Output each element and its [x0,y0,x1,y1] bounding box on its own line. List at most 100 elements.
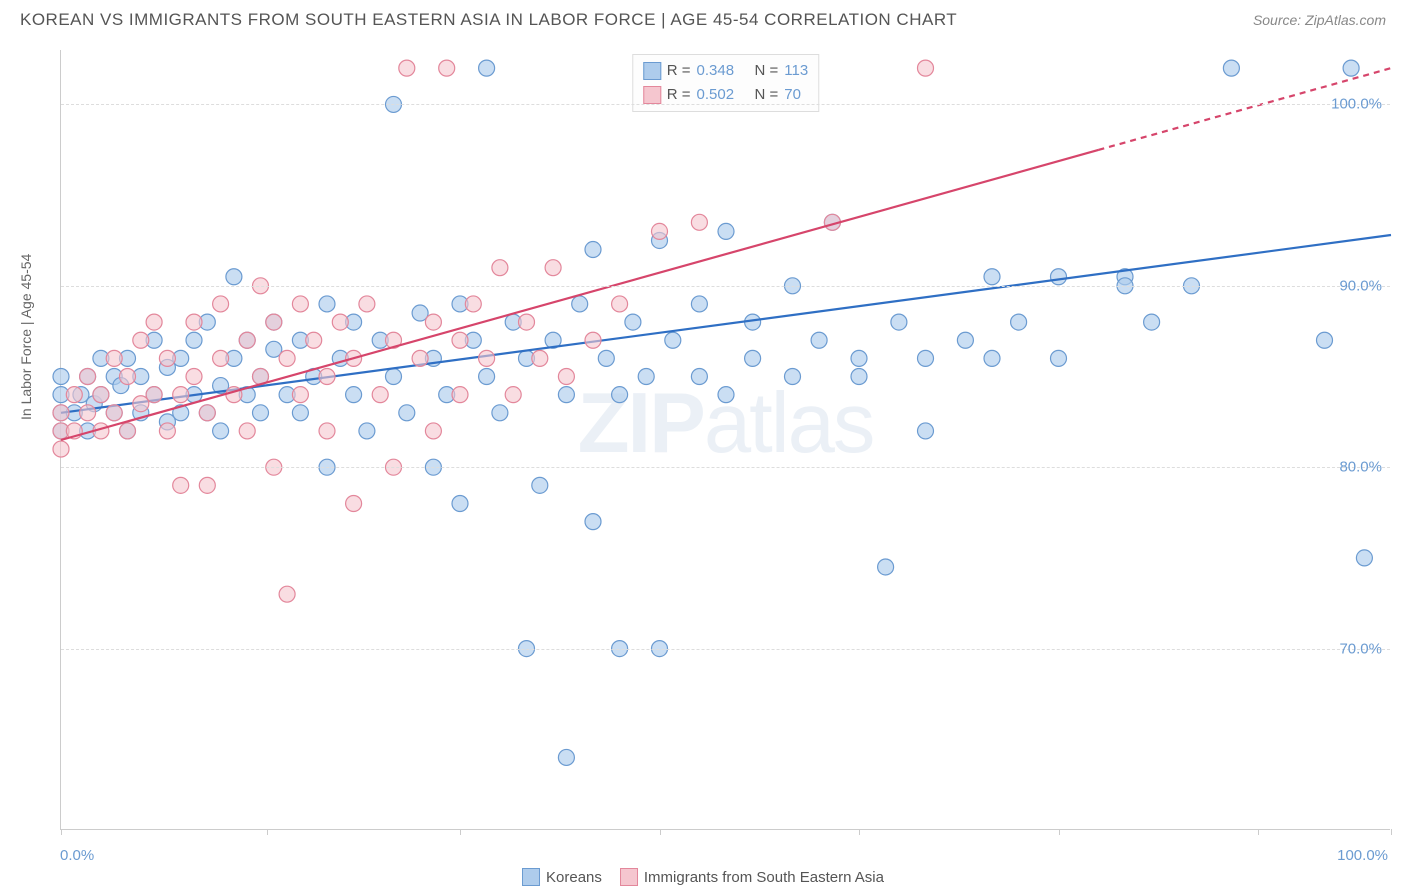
data-point [691,214,707,230]
x-tick [1391,829,1392,835]
data-point [918,60,934,76]
data-point [918,423,934,439]
y-tick-label: 70.0% [1339,640,1382,657]
data-point [1223,60,1239,76]
gridline [61,286,1390,287]
data-point [213,423,229,439]
data-point [638,369,654,385]
data-point [532,477,548,493]
data-point [452,332,468,348]
data-point [53,369,69,385]
data-point [186,332,202,348]
data-point [452,495,468,511]
data-point [957,332,973,348]
legend-r-label: R = [667,59,691,83]
data-point [718,223,734,239]
data-point [1011,314,1027,330]
legend-swatch [643,86,661,104]
data-point [1051,350,1067,366]
data-point [612,387,628,403]
legend-n-value: 113 [784,59,808,83]
chart-header: KOREAN VS IMMIGRANTS FROM SOUTH EASTERN … [0,0,1406,38]
data-point [292,405,308,421]
gridline [61,649,1390,650]
data-point [120,369,136,385]
data-point [1144,314,1160,330]
data-point [412,350,428,366]
data-point [691,296,707,312]
data-point [532,350,548,366]
data-point [306,332,322,348]
correlation-legend: R =0.348N =113R =0.502N =70 [632,54,819,112]
legend-r-label: R = [667,83,691,107]
data-point [572,296,588,312]
data-point [492,405,508,421]
data-point [1317,332,1333,348]
data-point [359,296,375,312]
x-tick [61,829,62,835]
data-point [545,260,561,276]
y-tick-label: 80.0% [1339,459,1382,476]
data-point [918,350,934,366]
data-point [891,314,907,330]
y-tick-label: 90.0% [1339,277,1382,294]
legend-r-value: 0.502 [697,83,749,107]
x-tick [267,829,268,835]
data-point [292,296,308,312]
chart-source: Source: ZipAtlas.com [1253,12,1386,28]
data-point [558,387,574,403]
data-point [159,423,175,439]
legend-item: Koreans [522,868,602,886]
data-point [425,423,441,439]
gridline [61,104,1390,105]
data-point [186,314,202,330]
legend-swatch [522,868,540,886]
data-point [53,441,69,457]
data-point [652,223,668,239]
data-point [452,387,468,403]
scatter-plot-svg [61,50,1390,829]
legend-label: Koreans [546,869,602,886]
data-point [558,369,574,385]
data-point [598,350,614,366]
data-point [399,405,415,421]
data-point [239,332,255,348]
legend-item: Immigrants from South Eastern Asia [620,868,884,886]
data-point [346,387,362,403]
data-point [66,387,82,403]
data-point [878,559,894,575]
data-point [492,260,508,276]
data-point [279,350,295,366]
data-point [159,350,175,366]
data-point [292,387,308,403]
data-point [359,423,375,439]
data-point [173,387,189,403]
data-point [199,405,215,421]
data-point [585,514,601,530]
legend-n-value: 70 [784,83,801,107]
data-point [465,296,481,312]
data-point [332,314,348,330]
data-point [93,387,109,403]
legend-r-value: 0.348 [697,59,749,83]
data-point [106,350,122,366]
data-point [120,423,136,439]
data-point [851,369,867,385]
data-point [106,405,122,421]
y-tick-label: 100.0% [1331,96,1382,113]
data-point [785,369,801,385]
chart-title: KOREAN VS IMMIGRANTS FROM SOUTH EASTERN … [20,10,957,30]
data-point [319,423,335,439]
data-point [612,296,628,312]
data-point [984,350,1000,366]
legend-label: Immigrants from South Eastern Asia [644,869,884,886]
x-tick [1059,829,1060,835]
data-point [386,369,402,385]
data-point [399,60,415,76]
data-point [53,405,69,421]
data-point [226,269,242,285]
legend-n-label: N = [755,59,779,83]
data-point [519,314,535,330]
data-point [146,314,162,330]
data-point [851,350,867,366]
